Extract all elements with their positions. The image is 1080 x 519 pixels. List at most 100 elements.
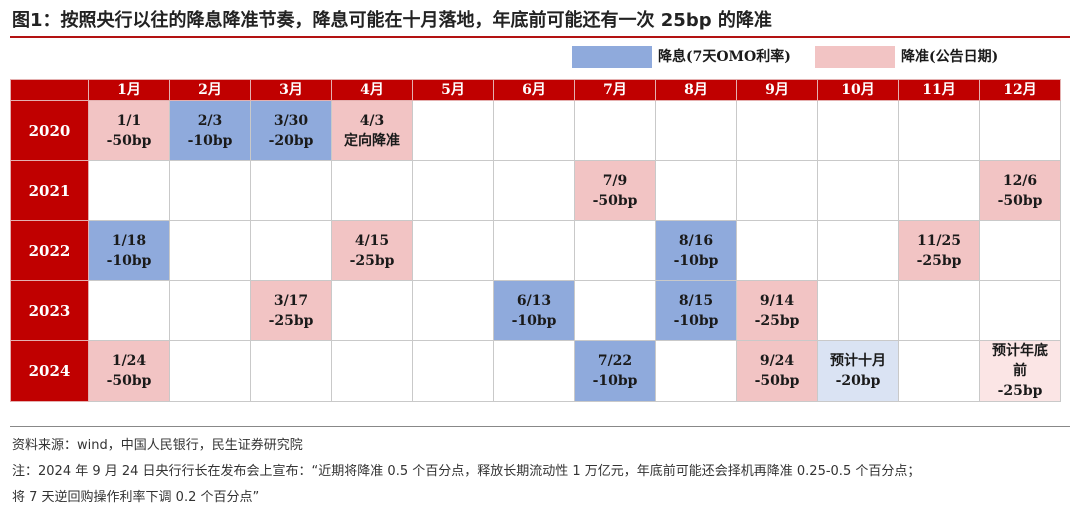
event-text-line: -50bp: [106, 132, 152, 149]
event-cell: 9/24 -50bp: [736, 340, 818, 402]
month-header: 3月: [250, 79, 332, 101]
legend-label-cut: 降息(7天OMO利率): [658, 49, 791, 65]
event-text-line: -50bp: [754, 373, 800, 389]
year-row-2024: 2024 1/24 -50bp 7/22 -10bp 9/24 -50bp 预计十月 -20bp…: [10, 340, 1061, 402]
event-cell: 预计年底前 -25bp: [979, 340, 1061, 402]
empty-cell: [655, 340, 737, 402]
event-text-line: -25bp: [268, 312, 314, 329]
empty-cell: [169, 220, 251, 281]
year-label: 2022: [10, 220, 89, 281]
event-cell: 9/14 -25bp: [736, 280, 818, 341]
empty-cell: [412, 280, 494, 341]
empty-cell: [898, 160, 980, 221]
event-text-line: 9/24: [759, 353, 795, 369]
month-header: 2月: [169, 79, 251, 101]
month-header: 7月: [574, 79, 656, 101]
legend: 降息(7天OMO利率) 降准(公告日期): [0, 46, 1080, 68]
empty-cell: [331, 340, 413, 402]
event-cell: 1/24 -50bp: [88, 340, 170, 402]
event-text-line: -25bp: [997, 383, 1043, 399]
empty-cell: [412, 160, 494, 221]
event-text-line: 12/6: [1002, 172, 1038, 189]
year-row-2021: 2021 7/9 -50bp 12/6 -50bp: [10, 160, 1061, 221]
empty-cell: [979, 100, 1061, 161]
empty-cell: [574, 280, 656, 341]
event-cell: 4/15 -25bp: [331, 220, 413, 281]
event-text-line: -10bp: [106, 252, 152, 269]
event-text-line: -10bp: [511, 312, 557, 329]
event-cell: 1/1 -50bp: [88, 100, 170, 161]
year-label: 2023: [10, 280, 89, 341]
event-text-line: 2/3: [197, 112, 223, 129]
event-text-line: 9/14: [759, 292, 795, 309]
legend-swatch-cut: [572, 46, 652, 68]
event-text-line: -50bp: [997, 192, 1043, 209]
empty-cell: [817, 280, 899, 341]
year-label: 2024: [10, 340, 89, 402]
empty-cell: [817, 220, 899, 281]
empty-cell: [169, 160, 251, 221]
event-text-line: -50bp: [592, 192, 638, 209]
event-text-line: -10bp: [187, 132, 233, 149]
event-text-line: 1/18: [111, 232, 147, 249]
title-divider: [10, 36, 1070, 38]
event-cell: 7/22 -10bp: [574, 340, 656, 402]
empty-cell: [88, 160, 170, 221]
year-row-2023: 2023 3/17 -25bp 6/13 -10bp 8/15 -10bp 9/14 -25bp: [10, 280, 1061, 341]
event-text-line: -25bp: [349, 252, 395, 269]
empty-cell: [817, 100, 899, 161]
month-header: 10月: [817, 79, 899, 101]
event-text-line: -25bp: [916, 252, 962, 269]
empty-cell: [817, 160, 899, 221]
year-label: 2020: [10, 100, 89, 161]
event-cell: 6/13 -10bp: [493, 280, 575, 341]
event-text-line: 1/1: [116, 112, 142, 129]
event-cell: 3/17 -25bp: [250, 280, 332, 341]
empty-cell: [331, 280, 413, 341]
event-text-line: 预计年底: [992, 343, 1048, 359]
event-text-line: 8/15: [678, 292, 714, 309]
month-header-row: 1月 2月 3月 4月 5月 6月 7月 8月 9月 10月 11月 12月: [10, 79, 1061, 101]
month-header: 6月: [493, 79, 575, 101]
month-header: 1月: [88, 79, 170, 101]
event-cell: 8/16 -10bp: [655, 220, 737, 281]
empty-cell: [979, 280, 1061, 341]
year-label: 2021: [10, 160, 89, 221]
event-cell: 2/3 -10bp: [169, 100, 251, 161]
event-text-line: -10bp: [673, 312, 719, 329]
month-header: 8月: [655, 79, 737, 101]
empty-cell: [250, 160, 332, 221]
empty-cell: [169, 280, 251, 341]
footnote-line-2: 将 7 天逆回购操作利率下调 0.2 个百分点”: [12, 490, 260, 505]
event-cell: 1/18 -10bp: [88, 220, 170, 281]
figure-title: 图1：按照央行以往的降息降准节奏，降息可能在十月落地，年底前可能还有一次 25b…: [12, 10, 772, 31]
event-cell: 3/30 -20bp: [250, 100, 332, 161]
header-corner: [10, 79, 89, 101]
event-text-line: -10bp: [673, 252, 719, 269]
schedule-table: 1月 2月 3月 4月 5月 6月 7月 8月 9月 10月 11月 12月 2…: [10, 79, 1061, 402]
event-text-line: 预计十月: [830, 353, 886, 369]
source-note: 资料来源：wind，中国人民银行，民生证券研究院: [12, 438, 303, 453]
event-text-line: 7/22: [597, 353, 633, 369]
empty-cell: [898, 340, 980, 402]
event-text-line: 7/9: [602, 172, 628, 189]
empty-cell: [898, 100, 980, 161]
month-header: 9月: [736, 79, 818, 101]
empty-cell: [574, 220, 656, 281]
event-text-line: 4/15: [354, 232, 390, 249]
event-text-line: 3/30: [273, 112, 309, 129]
event-text-line: 4/3: [359, 112, 385, 129]
month-header: 12月: [979, 79, 1061, 101]
empty-cell: [736, 100, 818, 161]
event-text-line: -20bp: [268, 132, 314, 149]
empty-cell: [331, 160, 413, 221]
event-text-line: 定向降准: [344, 132, 400, 149]
event-cell: 预计十月 -20bp: [817, 340, 899, 402]
event-cell: 7/9 -50bp: [574, 160, 656, 221]
event-text-line: 6/13: [516, 292, 552, 309]
event-cell: 11/25 -25bp: [898, 220, 980, 281]
event-text-line: -10bp: [592, 373, 638, 389]
event-text-line: -25bp: [754, 312, 800, 329]
empty-cell: [736, 220, 818, 281]
legend-label-rrr: 降准(公告日期): [901, 49, 999, 65]
